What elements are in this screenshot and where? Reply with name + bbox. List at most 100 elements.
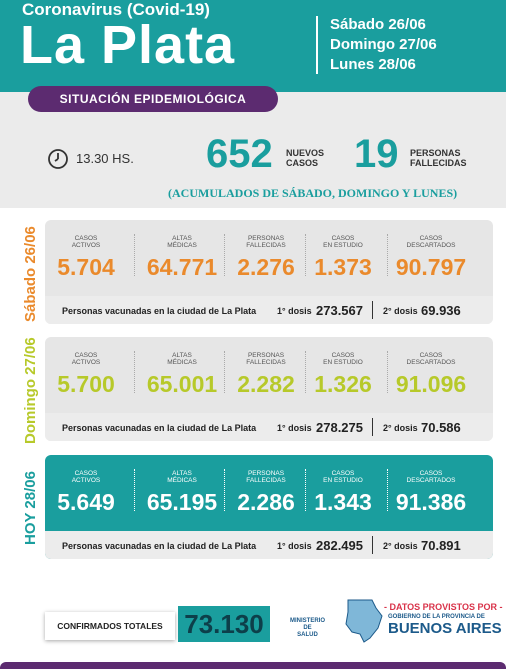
stat-label-line: ACTIVOS [71,242,101,249]
ministry-line: DE [303,625,312,631]
dose2-label: 2° dosis [383,541,418,551]
stat-label: CASOS DESCARTADOS [391,352,471,366]
stat-label-line: ACTIVOS [71,359,101,366]
stat-value: 1.343 [314,489,372,515]
subtitle: Coronavirus (Covid-19) [22,0,210,19]
ministry-line: MINISTERIO [290,618,326,624]
stat-label-line: DESCARTADOS [406,477,456,484]
stat-value: 65.001 [146,371,218,397]
dose2-value: 70.891 [421,538,461,553]
stat-divider [224,351,225,393]
deaths: 19 [354,132,399,176]
stat-label-line: FALLECIDAS [246,477,286,484]
dose2-label: 2° dosis [383,423,418,433]
stat-value: 65.195 [146,489,218,515]
label-line: FALLECIDAS [410,158,467,168]
stat-value: 5.649 [57,489,115,515]
vaccination-row [45,296,493,324]
stat-value: 2.282 [237,371,295,397]
stat-label-line: PERSONAS [247,352,285,359]
government: GOBIERNO DE LA PROVINCIA DE [388,614,485,620]
dose-separator [372,301,373,319]
confirmed-total: 73.130 [178,606,270,642]
stat-divider [387,469,388,511]
stat-divider [224,234,225,276]
day-label: HOY 28/06 [22,470,39,545]
stat-label: ALTAS MÉDICAS [142,470,222,484]
stat-label-line: ALTAS [172,470,192,477]
label-line: CASOS [286,158,319,168]
stat-label-line: MÉDICAS [167,477,197,484]
bottom-bar [0,662,506,669]
stat-label: CASOS EN ESTUDIO [303,470,383,484]
ministry-line: SALUD [297,632,318,638]
new-cases: 652 [206,132,273,176]
stat-label-line: DESCARTADOS [406,242,456,249]
stat-label-line: CASOS [419,470,443,477]
date: Domingo 27/06 [330,36,437,53]
stat-label-line: FALLECIDAS [246,242,286,249]
stat-divider [224,469,225,511]
stat-label: CASOS EN ESTUDIO [303,352,383,366]
stat-label: CASOS DESCARTADOS [391,470,471,484]
time: 13.30 HS. [76,151,134,166]
dose1-label: 1° dosis [277,423,312,433]
label-line: NUEVOS [286,148,325,158]
stat-label-line: CASOS [419,235,443,242]
stat-divider [134,351,135,393]
stat-label-line: CASOS [74,470,98,477]
stat-value: 91.096 [395,371,467,397]
dose1-value: 273.567 [316,303,363,318]
day-label: Sábado 26/06 [22,226,39,323]
date: Sábado 26/06 [330,16,426,33]
stat-label-line: CASOS [331,470,355,477]
vaccination-label: Personas vacunadas en la ciudad de La Pl… [62,541,257,551]
ministry: MINISTERIO DE SALUD [290,618,325,639]
clock-icon [48,149,68,169]
stat-value: 64.771 [146,254,218,280]
confirmed-label: CONFIRMADOS TOTALES [45,612,175,640]
dose2-label: 2° dosis [383,306,418,316]
stat-value: 1.373 [314,254,372,280]
dose2-value: 69.936 [421,303,461,318]
stat-label: PERSONAS FALLECIDAS [226,352,306,366]
stat-divider [134,469,135,511]
stat-label-line: FALLECIDAS [246,359,286,366]
date: Lunes 28/06 [330,56,416,73]
stat-label-line: CASOS [331,235,355,242]
stat-value: 5.704 [57,254,115,280]
stat-label-line: CASOS [331,352,355,359]
dose1-label: 1° dosis [277,306,312,316]
stat-value: 91.386 [395,489,467,515]
dose-separator [372,536,373,554]
stat-value: 1.326 [314,371,372,397]
stat-label-line: EN ESTUDIO [323,359,363,366]
stat-divider [304,469,306,511]
stat-divider [387,234,388,276]
stat-label: ALTAS MÉDICAS [142,352,222,366]
stat-label: CASOS ACTIVOS [46,352,126,366]
stat-divider [134,234,135,276]
stat-value: 2.286 [237,489,295,515]
stat-label-line: MÉDICAS [167,359,197,366]
stat-value: 5.700 [57,371,115,397]
stat-label-line: ALTAS [172,352,192,359]
vaccination-row [45,413,493,441]
stat-label-line: DESCARTADOS [406,359,456,366]
stat-label-line: PERSONAS [247,470,285,477]
stat-label-line: EN ESTUDIO [323,477,363,484]
dose1-label: 1° dosis [277,541,312,551]
stat-label: ALTAS MÉDICAS [142,235,222,249]
stat-value: 90.797 [395,254,467,280]
vaccination-row [45,531,493,559]
stat-value: 2.276 [237,254,295,280]
stat-label-line: CASOS [74,235,98,242]
stat-label: PERSONAS FALLECIDAS [226,235,306,249]
badge: SITUACIÓN EPIDEMIOLÓGICA [28,86,278,112]
divider [316,16,318,74]
stat-label-line: CASOS [74,352,98,359]
label-line: PERSONAS [410,148,461,158]
vaccination-label: Personas vacunadas en la ciudad de La Pl… [62,423,257,433]
